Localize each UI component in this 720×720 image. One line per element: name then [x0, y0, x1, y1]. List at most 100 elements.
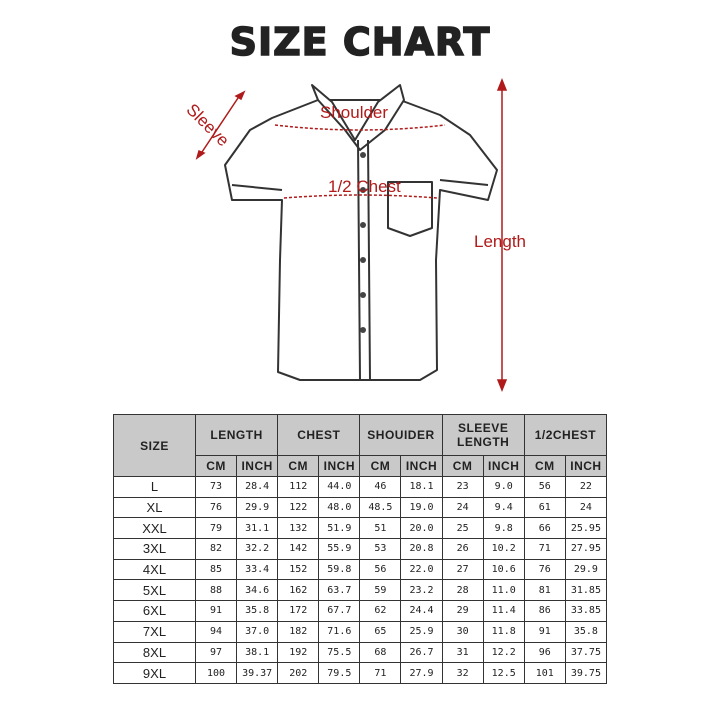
size-cell: XXL — [113, 517, 196, 540]
size-cell: 6XL — [113, 600, 196, 622]
value-cell: 192 — [277, 641, 320, 664]
value-cell: 28 — [441, 579, 484, 602]
table-row: 9XL 100 39.37 202 79.5 71 27.9 32 12.5 101 39.75 — [113, 662, 608, 684]
size-cell: 7XL — [113, 620, 196, 643]
value-cell: 22 — [564, 476, 608, 498]
value-cell: 56 — [523, 476, 566, 498]
value-cell: 26.7 — [400, 641, 443, 664]
value-cell: 71 — [523, 538, 566, 560]
value-cell: 46 — [359, 476, 402, 498]
value-cell: 71.6 — [318, 620, 361, 643]
shirt-diagram — [195, 77, 508, 393]
value-cell: 9.0 — [482, 476, 525, 498]
unit-header: INCH — [400, 455, 443, 477]
collar — [311, 84, 405, 151]
unit-header: INCH — [564, 455, 608, 477]
value-cell: 88 — [194, 579, 238, 602]
value-cell: 62 — [359, 600, 402, 622]
value-cell: 51.9 — [318, 517, 361, 540]
value-cell: 55.9 — [318, 538, 361, 560]
table-row: XL 76 29.9 122 48.0 48.5 19.0 24 9.4 61 24 — [113, 496, 608, 519]
value-cell: 24 — [441, 496, 484, 519]
value-cell: 29 — [441, 600, 484, 622]
value-cell: 22.0 — [400, 558, 443, 581]
value-cell: 27.9 — [400, 662, 443, 684]
column-group-header: CHEST — [277, 414, 361, 456]
value-cell: 56 — [359, 558, 402, 581]
value-cell: 85 — [194, 558, 238, 581]
value-cell: 39.75 — [564, 662, 608, 684]
value-cell: 33.4 — [236, 558, 279, 581]
value-cell: 48.0 — [318, 496, 361, 519]
value-cell: 10.2 — [482, 538, 525, 560]
value-cell: 91 — [523, 620, 566, 643]
value-cell: 27.95 — [564, 538, 608, 560]
value-cell: 31.1 — [236, 517, 279, 540]
size-header: SIZE — [113, 414, 196, 477]
column-group-header: SHOUIDER — [359, 414, 443, 456]
value-cell: 81 — [523, 579, 566, 602]
page-title: SIZE CHART — [229, 19, 491, 65]
size-table: SIZE LENGTH CHEST SHOUIDER SLEEVE LENGTH 1/2C… — [113, 414, 608, 684]
size-cell: XL — [113, 496, 196, 519]
value-cell: 24.4 — [400, 600, 443, 622]
value-cell: 59 — [359, 579, 402, 602]
value-cell: 97 — [194, 641, 238, 664]
value-cell: 31 — [441, 641, 484, 664]
value-cell: 172 — [277, 600, 320, 622]
value-cell: 34.6 — [236, 579, 279, 602]
value-cell: 82 — [194, 538, 238, 560]
value-cell: 79.5 — [318, 662, 361, 684]
value-cell: 35.8 — [564, 620, 608, 643]
length-label: Length — [474, 232, 526, 251]
unit-header: CM — [523, 455, 566, 477]
value-cell: 39.37 — [236, 662, 279, 684]
value-cell: 100 — [194, 662, 238, 684]
value-cell: 67.7 — [318, 600, 361, 622]
value-cell: 68 — [359, 641, 402, 664]
half-chest-label: 1/2 Chest — [328, 177, 401, 196]
value-cell: 66 — [523, 517, 566, 540]
value-cell: 35.8 — [236, 600, 279, 622]
value-cell: 29.9 — [236, 496, 279, 519]
value-cell: 91 — [194, 600, 238, 622]
value-cell: 9.8 — [482, 517, 525, 540]
value-cell: 142 — [277, 538, 320, 560]
unit-header: INCH — [318, 455, 361, 477]
table-row: 3XL 82 32.2 142 55.9 53 20.8 26 10.2 71 27.95 — [113, 538, 608, 560]
table-row: 4XL 85 33.4 152 59.8 56 22.0 27 10.6 76 29.9 — [113, 558, 608, 581]
unit-header: CM — [277, 455, 320, 477]
unit-header: INCH — [482, 455, 525, 477]
value-cell: 73 — [194, 476, 238, 498]
unit-header: CM — [194, 455, 238, 477]
value-cell: 38.1 — [236, 641, 279, 664]
value-cell: 32.2 — [236, 538, 279, 560]
value-cell: 202 — [277, 662, 320, 684]
value-cell: 20.0 — [400, 517, 443, 540]
value-cell: 33.85 — [564, 600, 608, 622]
value-cell: 26 — [441, 538, 484, 560]
value-cell: 101 — [523, 662, 566, 684]
value-cell: 10.6 — [482, 558, 525, 581]
value-cell: 29.9 — [564, 558, 608, 581]
table-row: 7XL 94 37.0 182 71.6 65 25.9 30 11.8 91 35.8 — [113, 620, 608, 643]
value-cell: 12.2 — [482, 641, 525, 664]
value-cell: 44.0 — [318, 476, 361, 498]
value-cell: 25 — [441, 517, 484, 540]
shirt-body — [224, 99, 498, 381]
value-cell: 76 — [523, 558, 566, 581]
value-cell: 76 — [194, 496, 238, 519]
value-cell: 23.2 — [400, 579, 443, 602]
size-cell: 8XL — [113, 641, 196, 664]
table-row: 8XL 97 38.1 192 75.5 68 26.7 31 12.2 96 37.75 — [113, 641, 608, 664]
value-cell: 122 — [277, 496, 320, 519]
value-cell: 20.8 — [400, 538, 443, 560]
shoulder-label: Shoulder — [320, 103, 389, 122]
value-cell: 152 — [277, 558, 320, 581]
unit-header: INCH — [236, 455, 279, 477]
value-cell: 23 — [441, 476, 484, 498]
size-cell: L — [113, 476, 196, 498]
value-cell: 63.7 — [318, 579, 361, 602]
column-group-header: 1/2CHEST — [523, 414, 608, 456]
table-row: 5XL 88 34.6 162 63.7 59 23.2 28 11.0 81 31.85 — [113, 579, 608, 602]
